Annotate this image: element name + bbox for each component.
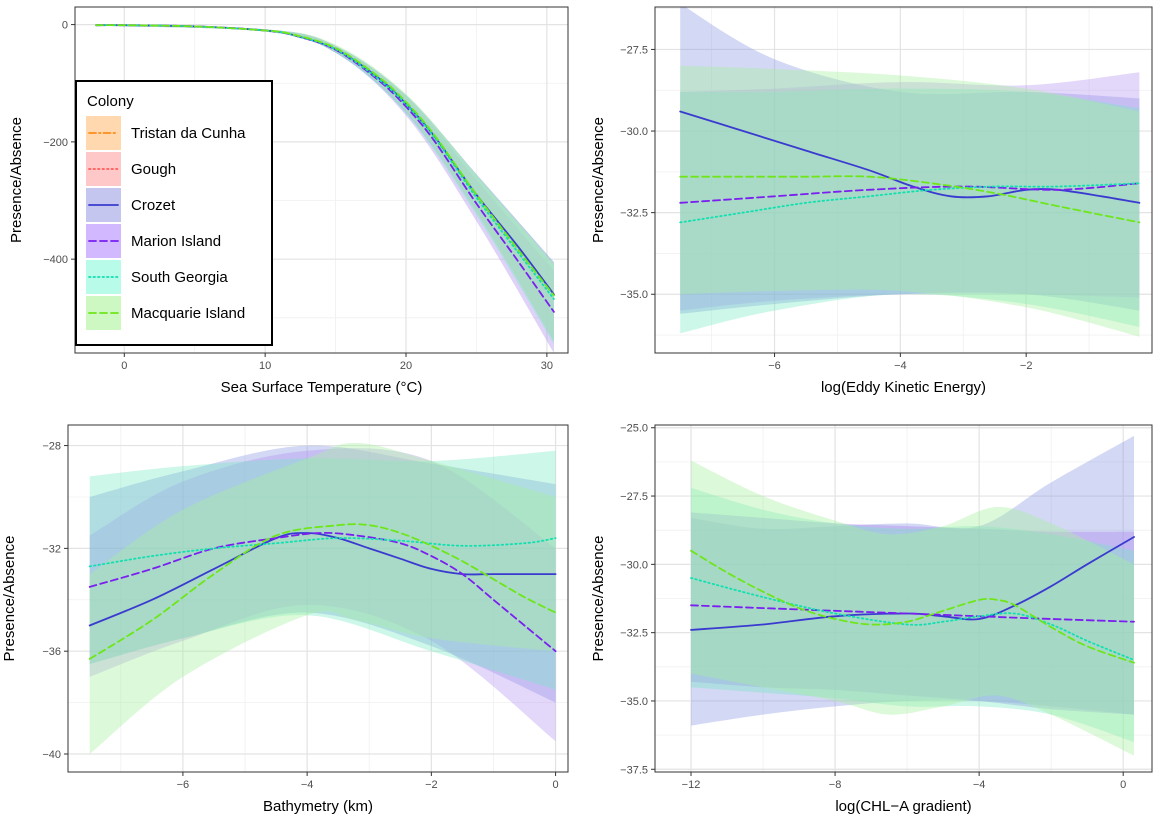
series-lines (690, 536, 1135, 664)
confidence-band-2 (691, 487, 1134, 742)
x-tick-label: 0 (121, 360, 127, 372)
confidence-band-2 (96, 24, 554, 345)
x-axis-title: Sea Surface Temperature (°C) (221, 379, 423, 396)
y-tick-label: −27.5 (620, 44, 648, 56)
confidence-band-2 (89, 450, 556, 690)
y-tick-label: −30.0 (620, 559, 648, 571)
series-line-0 (679, 110, 1141, 204)
legend-label: Marion Island (131, 233, 221, 250)
y-tick-label: −37.5 (620, 764, 648, 776)
x-tick-label: −6 (768, 360, 781, 372)
series-line-2 (88, 537, 557, 568)
y-tick-label: −400 (43, 254, 68, 266)
series-line-2 (679, 182, 1141, 224)
panel-4: −12 −8 −4 0 −25.0 −27.5 −30.0 −32.5 −35.0 −37.5 lo… (590, 423, 1153, 815)
legend-label: South Georgia (131, 269, 228, 286)
x-tick-label: −12 (682, 779, 701, 791)
series-line-1 (88, 531, 557, 653)
x-tick-label: −8 (829, 779, 842, 791)
gridlines (655, 425, 1152, 772)
panel-2: −6 −4 −2 −27.5 −30.0 −32.5 −35.0 log(Eddy Kinet… (590, 6, 1153, 396)
panel-border (67, 424, 569, 773)
x-axis-title: log(CHL−A gradient) (835, 798, 971, 815)
series-line-3 (95, 24, 555, 297)
legend-item: Macquarie Island (86, 296, 245, 330)
legend: Colony Tristan da Cunha Gough Crozet Marion … (75, 80, 273, 346)
legend-item: South Georgia (86, 260, 228, 294)
legend-label: Crozet (131, 197, 176, 214)
x-axis-title: log(Eddy Kinetic Energy) (821, 379, 986, 396)
legend-title: Colony (87, 93, 134, 110)
confidence-band-0 (89, 445, 556, 703)
series-lines (679, 110, 1141, 224)
series-line-3 (679, 175, 1141, 224)
y-axis-title: Presence/Absence (8, 117, 25, 243)
y-tick-label: −28 (42, 441, 61, 453)
series-line-1 (679, 182, 1141, 204)
axis-ticks: −6 −4 −2 0 −28 −32 −36 −40 (42, 441, 558, 791)
series-lines (95, 24, 555, 313)
panel-border (654, 424, 1153, 773)
series-line-0 (690, 536, 1135, 631)
confidence-bands (89, 442, 556, 754)
panel-3: −6 −4 −2 0 −28 −32 −36 −40 Bathymetry (km) Presen… (1, 424, 569, 815)
y-tick-label: −32.5 (620, 208, 648, 220)
y-tick-label: −35.0 (620, 289, 648, 301)
series-lines (88, 523, 557, 660)
y-axis-title: Presence/Absence (590, 536, 607, 662)
legend-label: Gough (131, 161, 176, 178)
x-tick-label: −2 (1020, 360, 1033, 372)
x-tick-label: −4 (894, 360, 907, 372)
y-tick-label: −200 (43, 137, 68, 149)
confidence-band-0 (680, 7, 1140, 314)
y-tick-label: −27.5 (620, 491, 648, 503)
confidence-band-3 (691, 460, 1134, 756)
plot-background (68, 425, 568, 772)
axis-ticks: 0 10 20 30 0 −200 −400 (43, 20, 553, 372)
x-tick-label: 10 (259, 360, 271, 372)
x-tick-label: 30 (541, 360, 553, 372)
y-tick-label: −32 (42, 543, 61, 555)
confidence-band-3 (89, 442, 556, 754)
legend-label: Macquarie Island (131, 305, 245, 322)
y-tick-label: −35.0 (620, 696, 648, 708)
x-tick-label: 0 (553, 779, 559, 791)
legend-item: Marion Island (86, 224, 221, 258)
confidence-band-0 (691, 435, 1134, 726)
y-tick-label: −30.0 (620, 126, 648, 138)
y-axis-title: Presence/Absence (1, 536, 18, 662)
gridlines (655, 7, 1152, 353)
y-tick-label: −32.5 (620, 628, 648, 640)
legend-label: Tristan da Cunha (131, 125, 246, 142)
x-tick-label: −6 (177, 779, 190, 791)
y-tick-label: −40 (42, 749, 61, 761)
x-tick-label: −4 (301, 779, 314, 791)
confidence-band-3 (680, 65, 1140, 337)
x-tick-label: 0 (1120, 779, 1126, 791)
y-axis-title: Presence/Absence (590, 117, 607, 243)
confidence-band-2 (680, 88, 1140, 334)
y-tick-label: 0 (62, 20, 68, 32)
axis-ticks: −12 −8 −4 0 −25.0 −27.5 −30.0 −32.5 −35.0 −37.5 (620, 423, 1126, 791)
confidence-band-1 (96, 24, 554, 353)
series-line-1 (690, 604, 1135, 623)
confidence-band-1 (89, 448, 556, 742)
panel-border (654, 6, 1153, 354)
series-line-3 (88, 523, 557, 660)
x-tick-label: −2 (425, 779, 438, 791)
legend-item: Gough (86, 152, 176, 186)
y-tick-label: −25.0 (620, 423, 648, 435)
legend-item: Crozet (86, 188, 176, 222)
legend-item: Tristan da Cunha (86, 116, 246, 150)
gridlines (68, 425, 568, 772)
x-axis-title: Bathymetry (km) (263, 798, 373, 815)
axis-ticks: −6 −4 −2 −27.5 −30.0 −32.5 −35.0 (620, 44, 1032, 372)
x-tick-label: −4 (973, 779, 986, 791)
x-tick-label: 20 (400, 360, 412, 372)
y-tick-label: −36 (42, 646, 61, 658)
